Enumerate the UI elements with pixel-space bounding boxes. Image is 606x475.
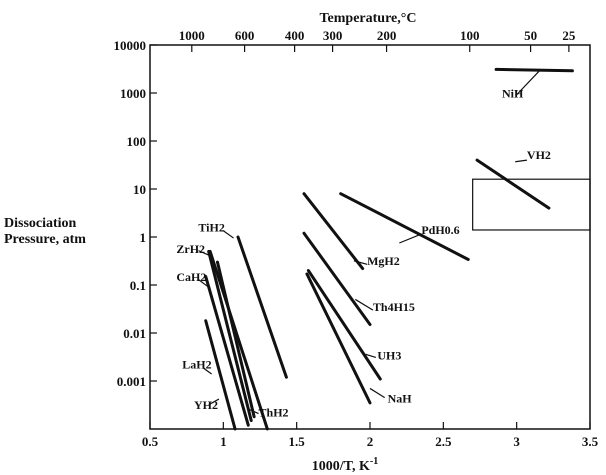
series-label-tih2: TiH2: [198, 221, 224, 235]
leader-line-vh2: [515, 159, 528, 163]
x-axis-title: 1000/T, K-1: [312, 456, 378, 474]
x-tick-label: 0.5: [142, 434, 159, 449]
leader-line-uh3: [365, 353, 377, 358]
top-axis-title: Temperature,°C: [320, 11, 417, 26]
top-tick-label: 600: [235, 28, 255, 43]
top-tick-label: 300: [323, 28, 343, 43]
series-line-nah: [305, 272, 372, 405]
series-label-pdh0-6: PdH0.6: [421, 223, 459, 237]
series-line-th4h15: [302, 231, 372, 327]
x-tick-label: 2.5: [435, 434, 452, 449]
y-axis-title-line1: Dissociation: [4, 216, 77, 231]
y-tick-label: 10000: [114, 38, 147, 53]
y-axis-title-line2: Pressure, atm: [4, 232, 86, 247]
series-label-zrh2: ZrH2: [176, 242, 205, 256]
series-line-zrh2: [207, 249, 253, 423]
x-tick-label: 2: [367, 434, 374, 449]
series-line-tih2: [236, 235, 288, 379]
series-label-mgh2: MgH2: [367, 254, 400, 268]
y-tick-label: 0.001: [117, 374, 146, 389]
leader-line-nah: [369, 387, 385, 399]
leader-line-thh2: [248, 408, 259, 415]
leader-line-zrh2: [198, 250, 209, 256]
series-label-vh2: VH2: [527, 148, 551, 162]
series-label-thh2: ThH2: [259, 406, 289, 420]
series-label-lah2: LaH2: [182, 358, 211, 372]
top-tick-label: 1000: [179, 28, 205, 43]
top-tick-label: 400: [285, 28, 305, 43]
plot-frame: [149, 44, 591, 430]
top-tick-label: 25: [562, 28, 576, 43]
series-line-cah2: [204, 275, 250, 427]
series-line-vh2: [475, 158, 551, 210]
leader-line-cah2: [198, 279, 210, 288]
x-tick-label: 1: [220, 434, 227, 449]
series-line-thh2: [215, 260, 256, 419]
highlight-box: [472, 178, 591, 231]
leader-line-yh2: [208, 398, 220, 406]
series-line-lah2: [204, 319, 237, 431]
leader-line-lah2: [202, 367, 212, 375]
top-tick-label: 200: [377, 28, 397, 43]
y-tick-label: 1: [140, 230, 147, 245]
leader-line-tih2: [222, 230, 234, 239]
x-tick-label: 3.5: [582, 434, 599, 449]
series-line-pdh0-6: [339, 192, 470, 261]
y-tick-label: 100: [127, 134, 147, 149]
leader-line-nih: [516, 69, 541, 96]
top-tick-label: 50: [524, 28, 537, 43]
y-tick-label: 1000: [120, 86, 146, 101]
top-tick-label: 100: [460, 28, 480, 43]
x-tick-label: 1.5: [289, 434, 306, 449]
x-tick-label: 3: [513, 434, 520, 449]
leader-line-pdh0-6: [399, 233, 422, 244]
series-label-yh2: YH2: [194, 398, 218, 412]
series-label-nah: NaH: [388, 391, 413, 405]
series-label-cah2: CaH2: [176, 270, 206, 284]
series-line-nih: [494, 67, 574, 73]
series-label-uh3: UH3: [377, 349, 401, 363]
series-line-uh3: [306, 269, 382, 381]
series-line-mgh2: [302, 192, 365, 271]
leader-line-mgh2: [353, 260, 368, 265]
series-label-th4h15: Th4H15: [373, 300, 415, 314]
y-tick-label: 0.01: [123, 326, 146, 341]
series-line-yh2: [208, 249, 269, 431]
y-tick-label: 10: [133, 182, 146, 197]
series-label-nih: NiH: [502, 87, 524, 101]
leader-line-th4h15: [355, 298, 374, 311]
y-tick-label: 0.1: [130, 278, 146, 293]
